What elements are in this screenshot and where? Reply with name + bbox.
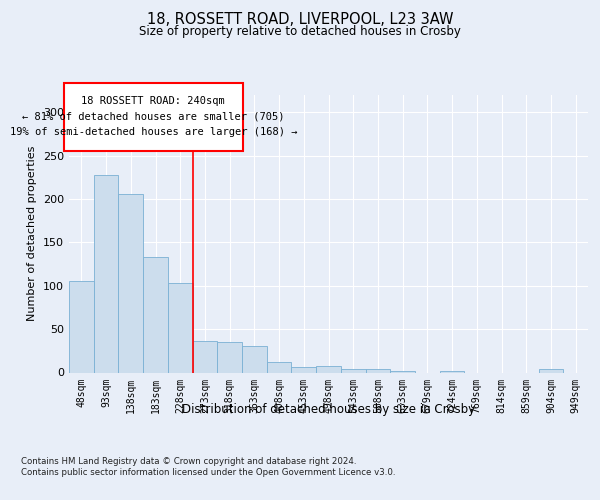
- Bar: [267, 362, 292, 372]
- Bar: [118, 194, 143, 372]
- Bar: [292, 368, 316, 372]
- Bar: [69, 280, 94, 372]
- Bar: [539, 369, 563, 372]
- Text: Distribution of detached houses by size in Crosby: Distribution of detached houses by size …: [182, 402, 475, 415]
- FancyBboxPatch shape: [64, 82, 243, 150]
- Text: Contains HM Land Registry data © Crown copyright and database right 2024.
Contai: Contains HM Land Registry data © Crown c…: [21, 458, 395, 477]
- Text: Size of property relative to detached houses in Crosby: Size of property relative to detached ho…: [139, 25, 461, 38]
- Bar: [365, 369, 390, 372]
- Bar: [341, 369, 365, 372]
- Y-axis label: Number of detached properties: Number of detached properties: [28, 146, 37, 322]
- Bar: [440, 371, 464, 372]
- Text: 18, ROSSETT ROAD, LIVERPOOL, L23 3AW: 18, ROSSETT ROAD, LIVERPOOL, L23 3AW: [147, 12, 453, 28]
- Bar: [316, 366, 341, 372]
- Bar: [143, 257, 168, 372]
- Bar: [94, 175, 118, 372]
- Bar: [217, 342, 242, 372]
- Bar: [242, 346, 267, 372]
- Text: 18 ROSSETT ROAD: 240sqm
← 81% of detached houses are smaller (705)
19% of semi-d: 18 ROSSETT ROAD: 240sqm ← 81% of detache…: [10, 96, 297, 137]
- Bar: [390, 371, 415, 372]
- Bar: [168, 283, 193, 372]
- Bar: [193, 342, 217, 372]
